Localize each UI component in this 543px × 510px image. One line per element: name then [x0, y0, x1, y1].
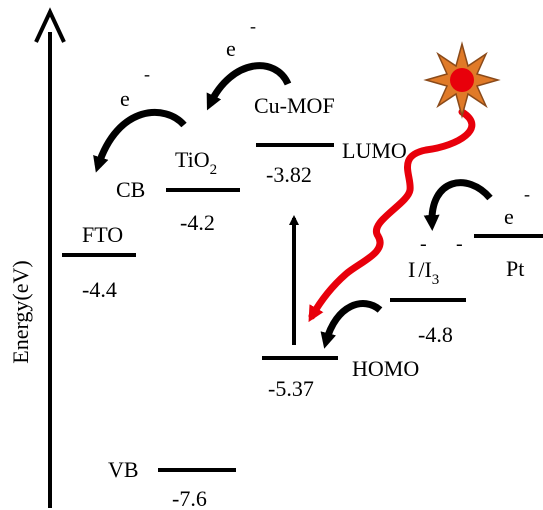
tio2-value: -4.2 [180, 210, 215, 235]
vb-label: VB [108, 457, 139, 482]
electron-transfer-arrow-tio2-to-fto [93, 109, 187, 173]
homo-value: -5.37 [268, 376, 314, 401]
electron-transfer-arrow-mof-to-tio2 [206, 62, 292, 111]
electron-charge-3: - [524, 184, 530, 204]
sun-icon [423, 41, 501, 119]
regeneration-arrow [320, 300, 383, 349]
electron-charge-2: - [144, 64, 150, 84]
redox-label: I/I3 [408, 257, 439, 288]
energy-axis-arrowhead [34, 7, 66, 43]
lumo-label: LUMO [342, 138, 407, 163]
pt-label: Pt [506, 256, 524, 281]
tio2-label: TiO2 [175, 147, 217, 178]
electron-symbol-1: e [226, 36, 236, 61]
electron-symbol-3: e [504, 204, 514, 229]
light-path-arrow [308, 108, 476, 323]
redox-value: -4.8 [418, 322, 453, 347]
electron-symbol-2: e [120, 86, 130, 111]
redox-charge-b: - [456, 233, 463, 255]
redox-charge-a: - [420, 233, 427, 255]
mof-label: Cu-MOF [254, 93, 335, 118]
fto-label: FTO [82, 222, 123, 247]
vb-value: -7.6 [172, 486, 207, 510]
fto-value: -4.4 [82, 277, 117, 302]
cb-label: CB [116, 177, 145, 202]
electron-transfer-arrow-pt-to-redox [423, 179, 493, 231]
lumo-value: -3.82 [266, 162, 312, 187]
electron-charge-1: - [250, 16, 256, 36]
axis-label: Energy(eV) [8, 260, 33, 363]
homo-label: HOMO [352, 356, 419, 381]
